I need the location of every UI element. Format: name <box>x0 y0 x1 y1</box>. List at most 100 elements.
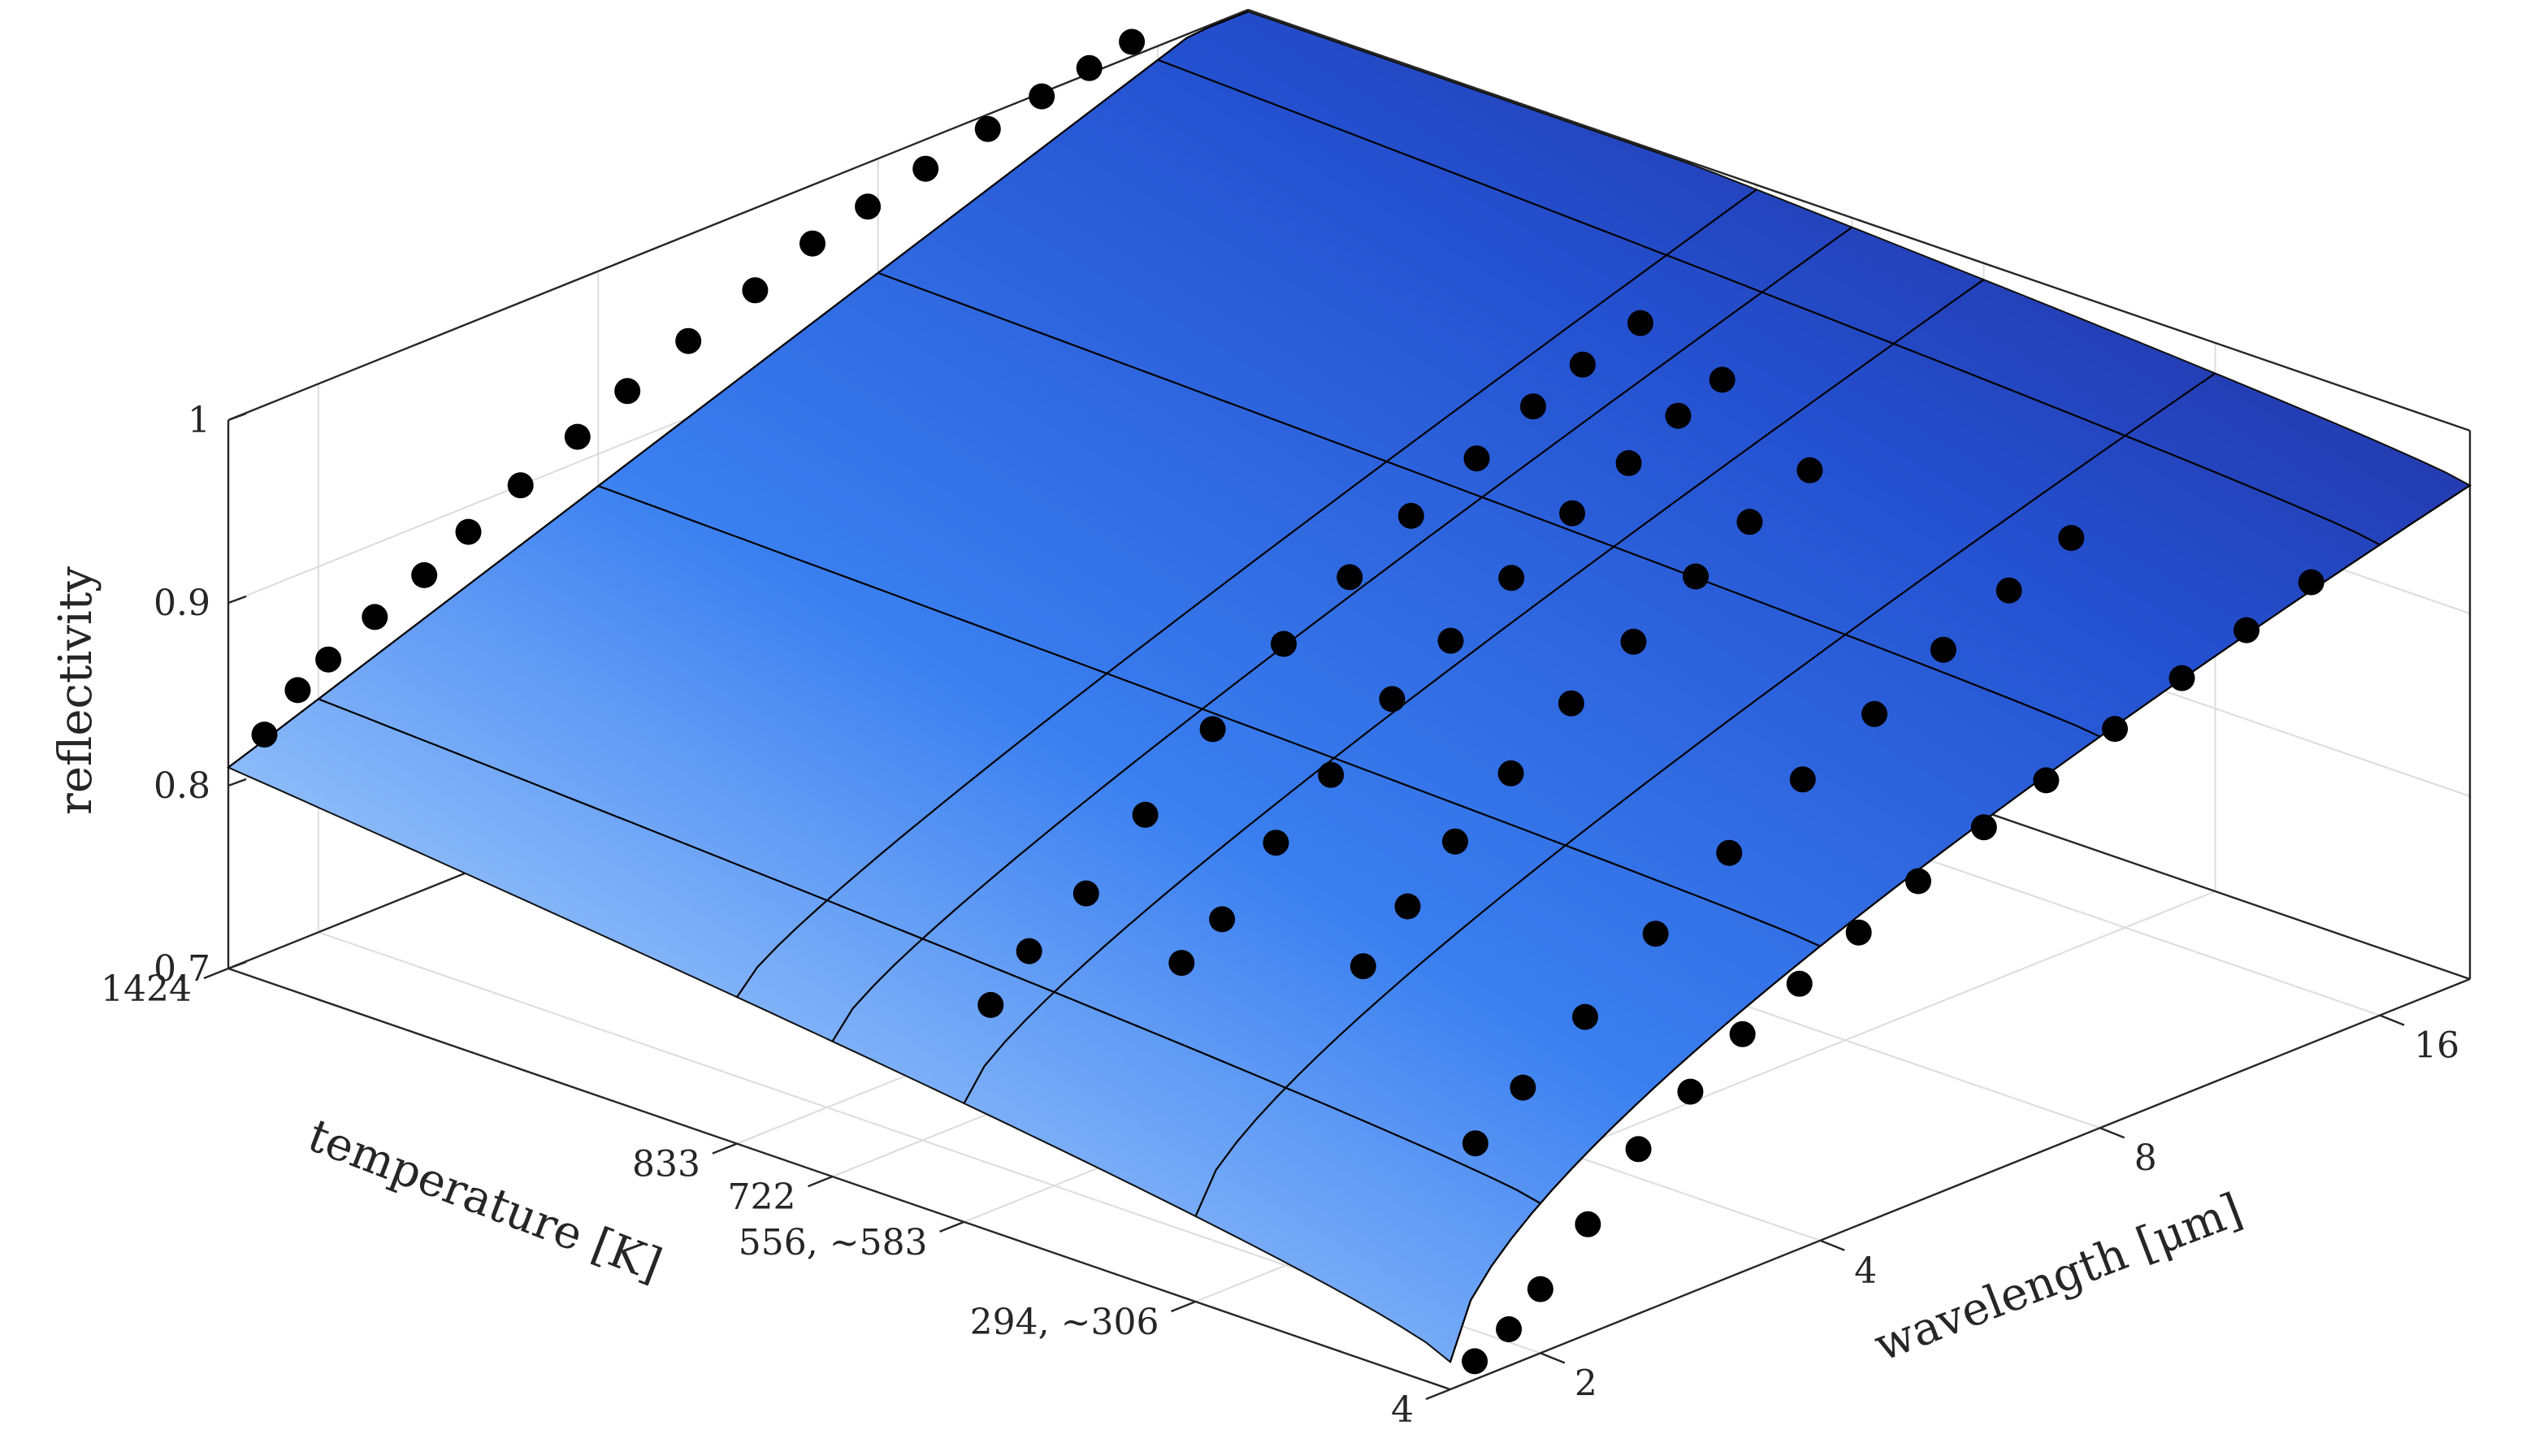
y-tick <box>712 1142 738 1155</box>
data-point <box>1510 1074 1536 1101</box>
data-point <box>1970 814 1997 841</box>
surface-mesh <box>227 11 2471 1363</box>
data-point <box>564 423 591 450</box>
data-point <box>1527 1276 1553 1302</box>
y-tick-label: 556, ∼583 <box>739 1222 928 1263</box>
data-point <box>1442 828 1468 855</box>
x-tick <box>2379 1014 2405 1026</box>
y-tick-label: 294, ∼306 <box>970 1302 1159 1343</box>
data-point <box>1642 921 1669 947</box>
data-point <box>1029 83 1055 110</box>
data-point <box>1995 577 2022 604</box>
z-axis-label: reflectivity <box>50 566 102 815</box>
box-edge <box>1247 8 2471 432</box>
mesh-line <box>877 271 2101 738</box>
z-tick-label: 0.8 <box>154 765 210 807</box>
data-point <box>1462 1348 1488 1375</box>
data-point <box>1076 54 1103 81</box>
y-tick <box>939 1220 965 1233</box>
data-point <box>455 518 482 545</box>
y-tick-label: 833 <box>632 1144 700 1185</box>
y-tick <box>203 967 229 980</box>
data-point <box>1397 502 1424 529</box>
y-tick-label: 1424 <box>101 968 192 1010</box>
data-point <box>1350 953 1376 980</box>
mesh-line <box>736 188 1757 998</box>
data-point <box>1620 628 1647 655</box>
y-tick <box>808 1175 833 1188</box>
y-tick-label: 722 <box>728 1176 796 1218</box>
mesh-line <box>597 485 1821 947</box>
data-point <box>2298 569 2325 596</box>
data-point <box>1498 565 1525 592</box>
data-point <box>1520 393 1546 420</box>
data-point <box>1496 1316 1523 1342</box>
data-point <box>411 561 438 588</box>
data-point <box>1132 801 1159 828</box>
z-tick <box>227 960 247 970</box>
mesh-line <box>227 11 1249 769</box>
data-point <box>1789 766 1816 793</box>
z-tick <box>227 778 247 787</box>
data-point <box>614 378 641 405</box>
data-point <box>1861 700 1888 727</box>
x-tick-label: 4 <box>1854 1250 1877 1292</box>
data-point <box>2058 525 2085 552</box>
data-point <box>1271 630 1297 657</box>
box-edge <box>227 967 1451 1391</box>
data-point <box>1736 509 1763 535</box>
data-point <box>362 604 388 630</box>
data-point <box>1575 1211 1601 1237</box>
data-point <box>742 277 769 304</box>
data-point <box>1463 445 1490 472</box>
data-point <box>1845 919 1872 946</box>
data-point <box>1625 1136 1652 1163</box>
data-point <box>855 193 882 220</box>
data-point <box>1437 627 1464 654</box>
data-point <box>1786 970 1813 997</box>
data-point <box>1677 1078 1704 1105</box>
box-edge <box>227 8 1249 422</box>
z-tick <box>227 412 247 422</box>
x-tick-label: 8 <box>2134 1138 2157 1179</box>
mesh-line <box>1157 58 2381 546</box>
z-tick-label: 0.9 <box>154 583 210 624</box>
data-point <box>1716 839 1743 866</box>
data-points <box>251 28 2325 1375</box>
x-tick-label: 16 <box>2414 1025 2459 1067</box>
data-point <box>251 722 278 748</box>
data-point <box>1462 1130 1488 1157</box>
data-point <box>974 115 1001 142</box>
y-tick <box>1425 1388 1451 1401</box>
mesh-line <box>1449 484 2471 1363</box>
x-tick <box>2099 1127 2125 1139</box>
data-point <box>1559 500 1586 526</box>
z-tick-label: 1 <box>188 400 210 441</box>
data-point <box>284 677 311 704</box>
data-point <box>1379 686 1406 713</box>
y-tick <box>1171 1300 1196 1313</box>
data-point <box>507 472 534 499</box>
data-point <box>799 230 825 257</box>
y-tick-label: 4 <box>1391 1389 1414 1431</box>
data-point <box>1337 564 1363 591</box>
data-point <box>1497 760 1524 786</box>
data-point <box>1199 716 1226 743</box>
data-point <box>1569 351 1596 378</box>
data-point <box>1615 450 1642 476</box>
data-point <box>1558 690 1584 717</box>
x-tick <box>1819 1239 1845 1251</box>
data-point <box>315 646 342 673</box>
x-tick-label: 2 <box>1575 1363 1597 1404</box>
data-point <box>1796 457 1823 483</box>
data-point <box>2033 767 2060 794</box>
mesh-line <box>831 226 1853 1042</box>
data-point <box>2102 716 2128 743</box>
data-point <box>912 155 939 182</box>
data-point <box>1209 906 1236 933</box>
data-point <box>1709 366 1735 393</box>
mesh-line <box>963 279 1985 1104</box>
data-point <box>1072 880 1099 907</box>
data-point <box>1905 868 1931 895</box>
